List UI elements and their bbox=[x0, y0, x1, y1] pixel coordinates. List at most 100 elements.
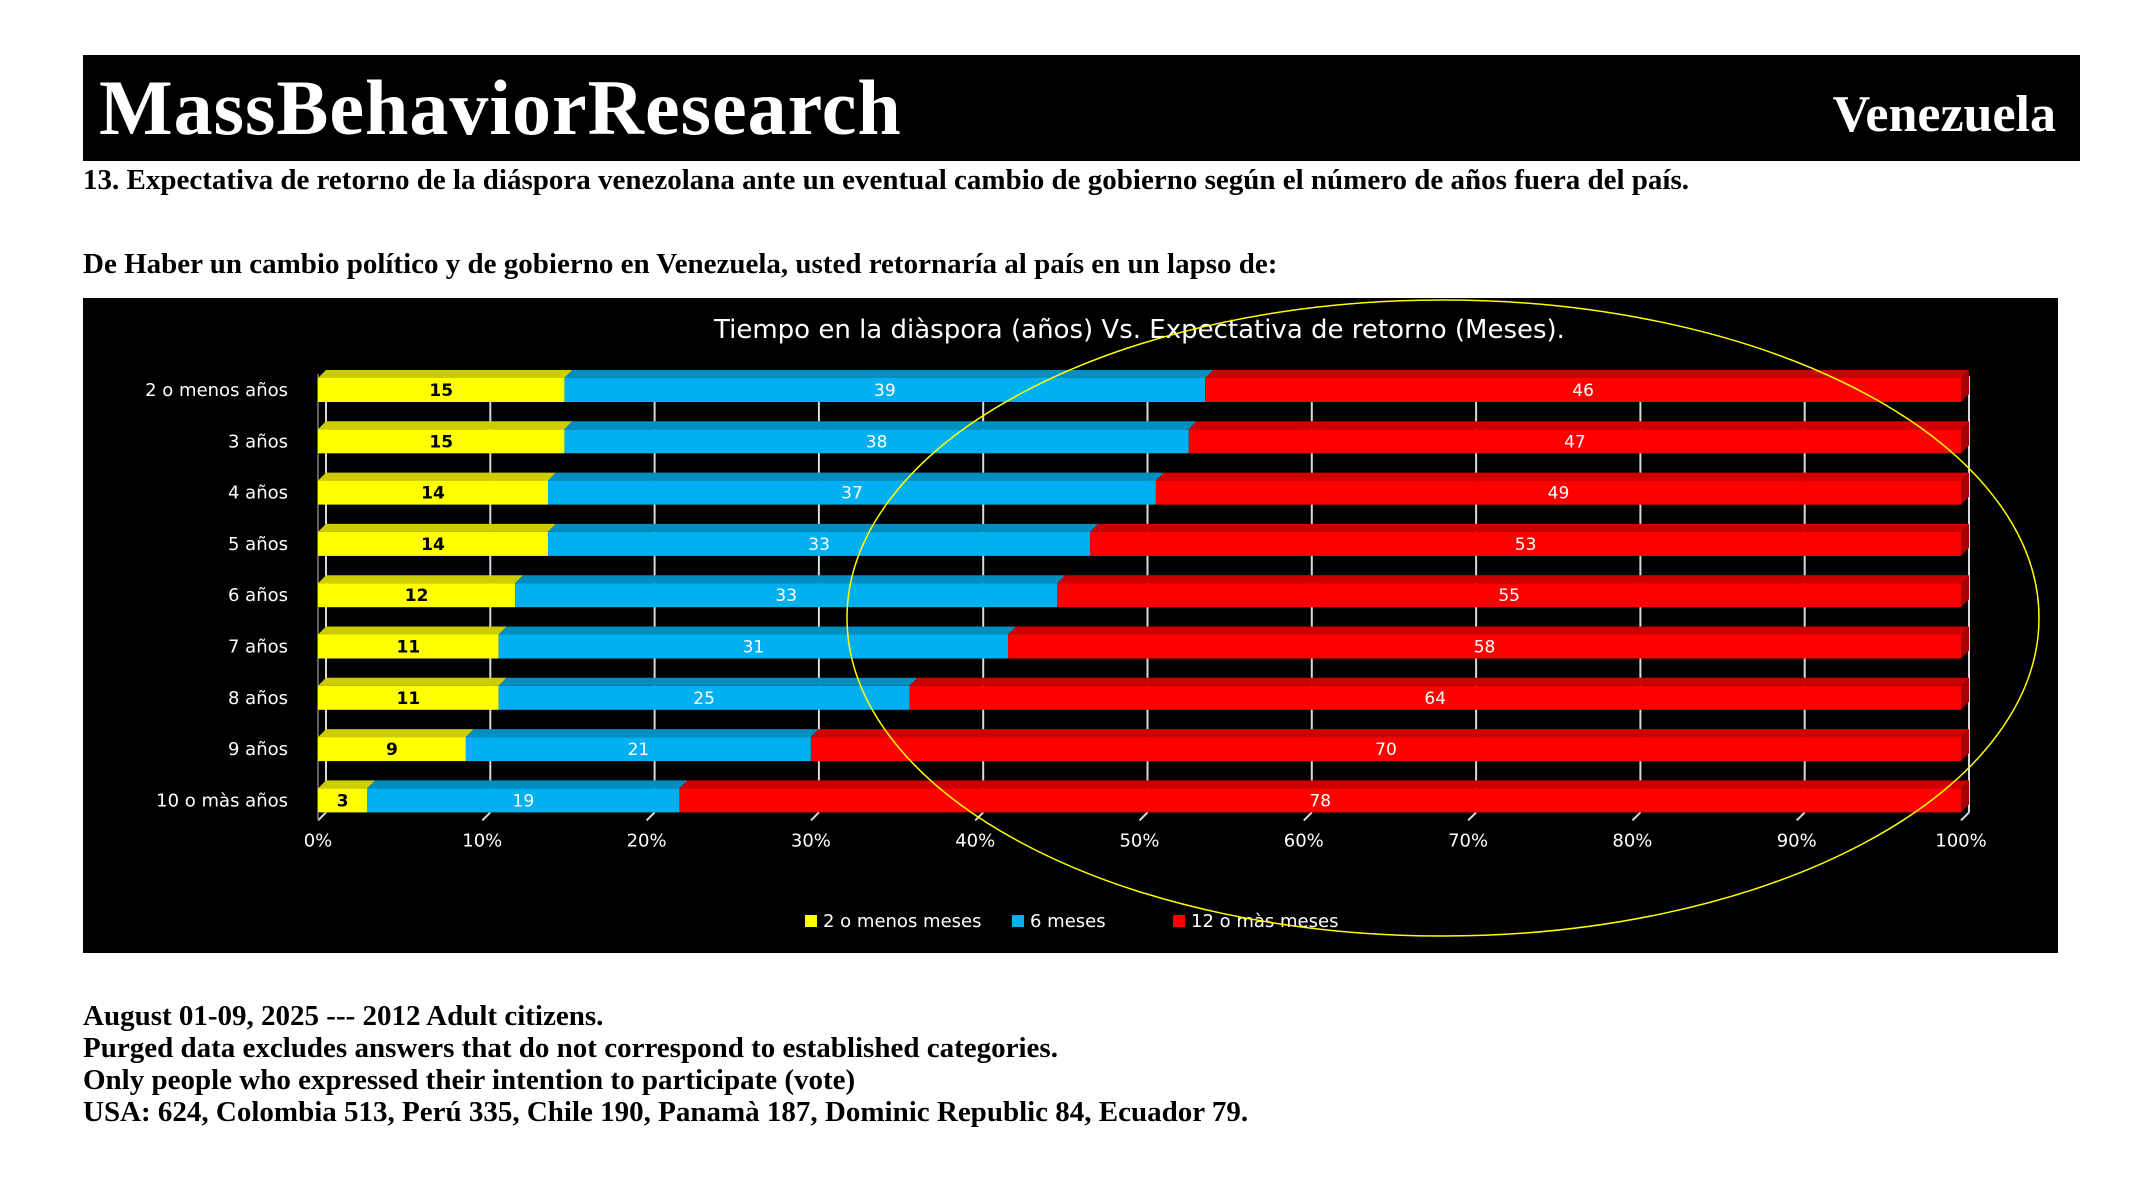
bar-segment bbox=[515, 583, 1058, 608]
bar-segment bbox=[679, 788, 1962, 813]
gridline-foot bbox=[1467, 811, 1477, 822]
data-label: 21 bbox=[628, 740, 650, 760]
category-label: 10 o màs años bbox=[156, 790, 288, 811]
bar-segment bbox=[318, 737, 466, 762]
data-label: 14 bbox=[421, 535, 445, 555]
gridline-foot bbox=[1631, 811, 1642, 822]
bar-segment-top bbox=[1188, 421, 1969, 430]
bar-segment bbox=[498, 685, 910, 710]
bar-segment bbox=[810, 737, 1961, 762]
footer-line-countries: USA: 624, Colombia 513, Perú 335, Chile … bbox=[83, 1096, 1249, 1128]
bar-segment-side bbox=[1961, 575, 1969, 608]
x-tick-label: 50% bbox=[1119, 830, 1159, 851]
data-label: 78 bbox=[1309, 791, 1331, 811]
gridline-foot bbox=[1138, 811, 1149, 822]
bar-segment-top bbox=[465, 729, 819, 738]
gridline-foot bbox=[1960, 811, 1970, 822]
bar-segment-side bbox=[1961, 780, 1969, 813]
bar-segment-top bbox=[318, 626, 507, 635]
brand-title: MassBehaviorResearch bbox=[99, 64, 902, 151]
bar-segment-top bbox=[564, 370, 1214, 378]
bar-segment-side bbox=[1961, 370, 1969, 402]
bar-segment-top bbox=[548, 523, 1099, 532]
x-tick-label: 70% bbox=[1448, 830, 1488, 851]
data-label: 49 bbox=[1548, 484, 1570, 504]
country-label: Venezuela bbox=[1832, 86, 2056, 143]
x-tick-label: 40% bbox=[955, 830, 995, 851]
bar-segment bbox=[318, 378, 565, 402]
data-label: 55 bbox=[1498, 586, 1520, 606]
bar-segment-side bbox=[1961, 729, 1969, 762]
bar-segment bbox=[318, 685, 499, 710]
x-tick-label: 20% bbox=[627, 830, 667, 851]
prompt-text: De Haber un cambio político y de gobiern… bbox=[83, 248, 1278, 280]
bar-segment-top bbox=[548, 472, 1164, 481]
bar-segment bbox=[564, 378, 1206, 402]
data-label: 9 bbox=[386, 740, 398, 760]
data-label: 19 bbox=[513, 791, 535, 811]
bar-segment-top bbox=[318, 729, 474, 738]
data-label: 37 bbox=[841, 484, 863, 504]
category-label: 5 años bbox=[228, 534, 288, 555]
gridline-foot bbox=[1303, 811, 1313, 822]
data-label: 47 bbox=[1564, 432, 1586, 452]
bar-segment-side bbox=[1961, 472, 1969, 505]
footer-line-date: August 01-09, 2025 --- 2012 Adult citize… bbox=[83, 1000, 604, 1032]
legend-label: 2 o menos meses bbox=[823, 911, 981, 932]
bar-segment bbox=[909, 685, 1961, 710]
x-tick-label: 30% bbox=[791, 830, 831, 851]
data-label: 39 bbox=[874, 381, 896, 401]
bar-segment-top bbox=[318, 421, 573, 430]
bar-segment-top bbox=[1205, 370, 1969, 378]
bar-segment-top bbox=[1090, 523, 1969, 532]
bar-segment-top bbox=[909, 677, 1969, 686]
data-label: 53 bbox=[1515, 535, 1537, 555]
question-text: 13. Expectativa de retorno de la diáspor… bbox=[83, 164, 1690, 196]
chart-title: Tiempo en la diàspora (años) Vs. Expecta… bbox=[713, 315, 1565, 345]
bar-segment-top bbox=[1008, 626, 1969, 635]
bar-segment bbox=[1008, 634, 1961, 659]
data-label: 15 bbox=[429, 432, 453, 452]
bar-segment bbox=[1090, 531, 1961, 556]
bar-segment-top bbox=[367, 780, 688, 789]
x-tick-label: 0% bbox=[304, 830, 333, 851]
bar-segment-top bbox=[318, 677, 507, 686]
data-label: 15 bbox=[429, 381, 453, 401]
bar-segment bbox=[318, 583, 516, 608]
data-label: 25 bbox=[693, 689, 715, 709]
category-label: 4 años bbox=[228, 483, 288, 504]
bar-segment bbox=[1205, 378, 1961, 402]
bar-segment bbox=[367, 788, 680, 813]
data-label: 38 bbox=[866, 432, 888, 452]
bar-segment bbox=[1155, 480, 1961, 505]
bar-segment bbox=[548, 480, 1156, 505]
bar-segment-top bbox=[318, 523, 557, 532]
data-label: 31 bbox=[743, 638, 765, 658]
bar-segment-top bbox=[1057, 575, 1969, 584]
bar-segment-top bbox=[679, 780, 1970, 789]
gridline-foot bbox=[317, 811, 327, 822]
legend-swatch bbox=[1012, 915, 1024, 927]
bar-segment-top bbox=[498, 677, 918, 686]
bar-segment-top bbox=[318, 370, 573, 378]
category-label: 8 años bbox=[228, 688, 288, 709]
category-label: 6 años bbox=[228, 585, 288, 606]
legend-swatch bbox=[805, 915, 817, 927]
bar-segment-top bbox=[564, 421, 1197, 430]
bar-segment-top bbox=[318, 780, 376, 789]
category-label: 2 o menos años bbox=[145, 380, 288, 401]
category-label: 3 años bbox=[228, 431, 288, 452]
data-label: 14 bbox=[421, 484, 445, 504]
data-label: 64 bbox=[1424, 689, 1446, 709]
data-label: 58 bbox=[1474, 638, 1496, 658]
bar-segment bbox=[564, 429, 1189, 454]
data-label: 11 bbox=[397, 638, 421, 658]
bar-segment bbox=[318, 480, 549, 505]
bar-segment-top bbox=[318, 575, 524, 584]
header-banner: MassBehaviorResearch Venezuela bbox=[83, 55, 2080, 161]
data-label: 33 bbox=[808, 535, 830, 555]
footer-line-voters: Only people who expressed their intentio… bbox=[83, 1064, 856, 1096]
bar-segment-top bbox=[318, 472, 557, 481]
footer-notes: August 01-09, 2025 --- 2012 Adult citize… bbox=[83, 1000, 2083, 1128]
data-label: 46 bbox=[1572, 381, 1594, 401]
